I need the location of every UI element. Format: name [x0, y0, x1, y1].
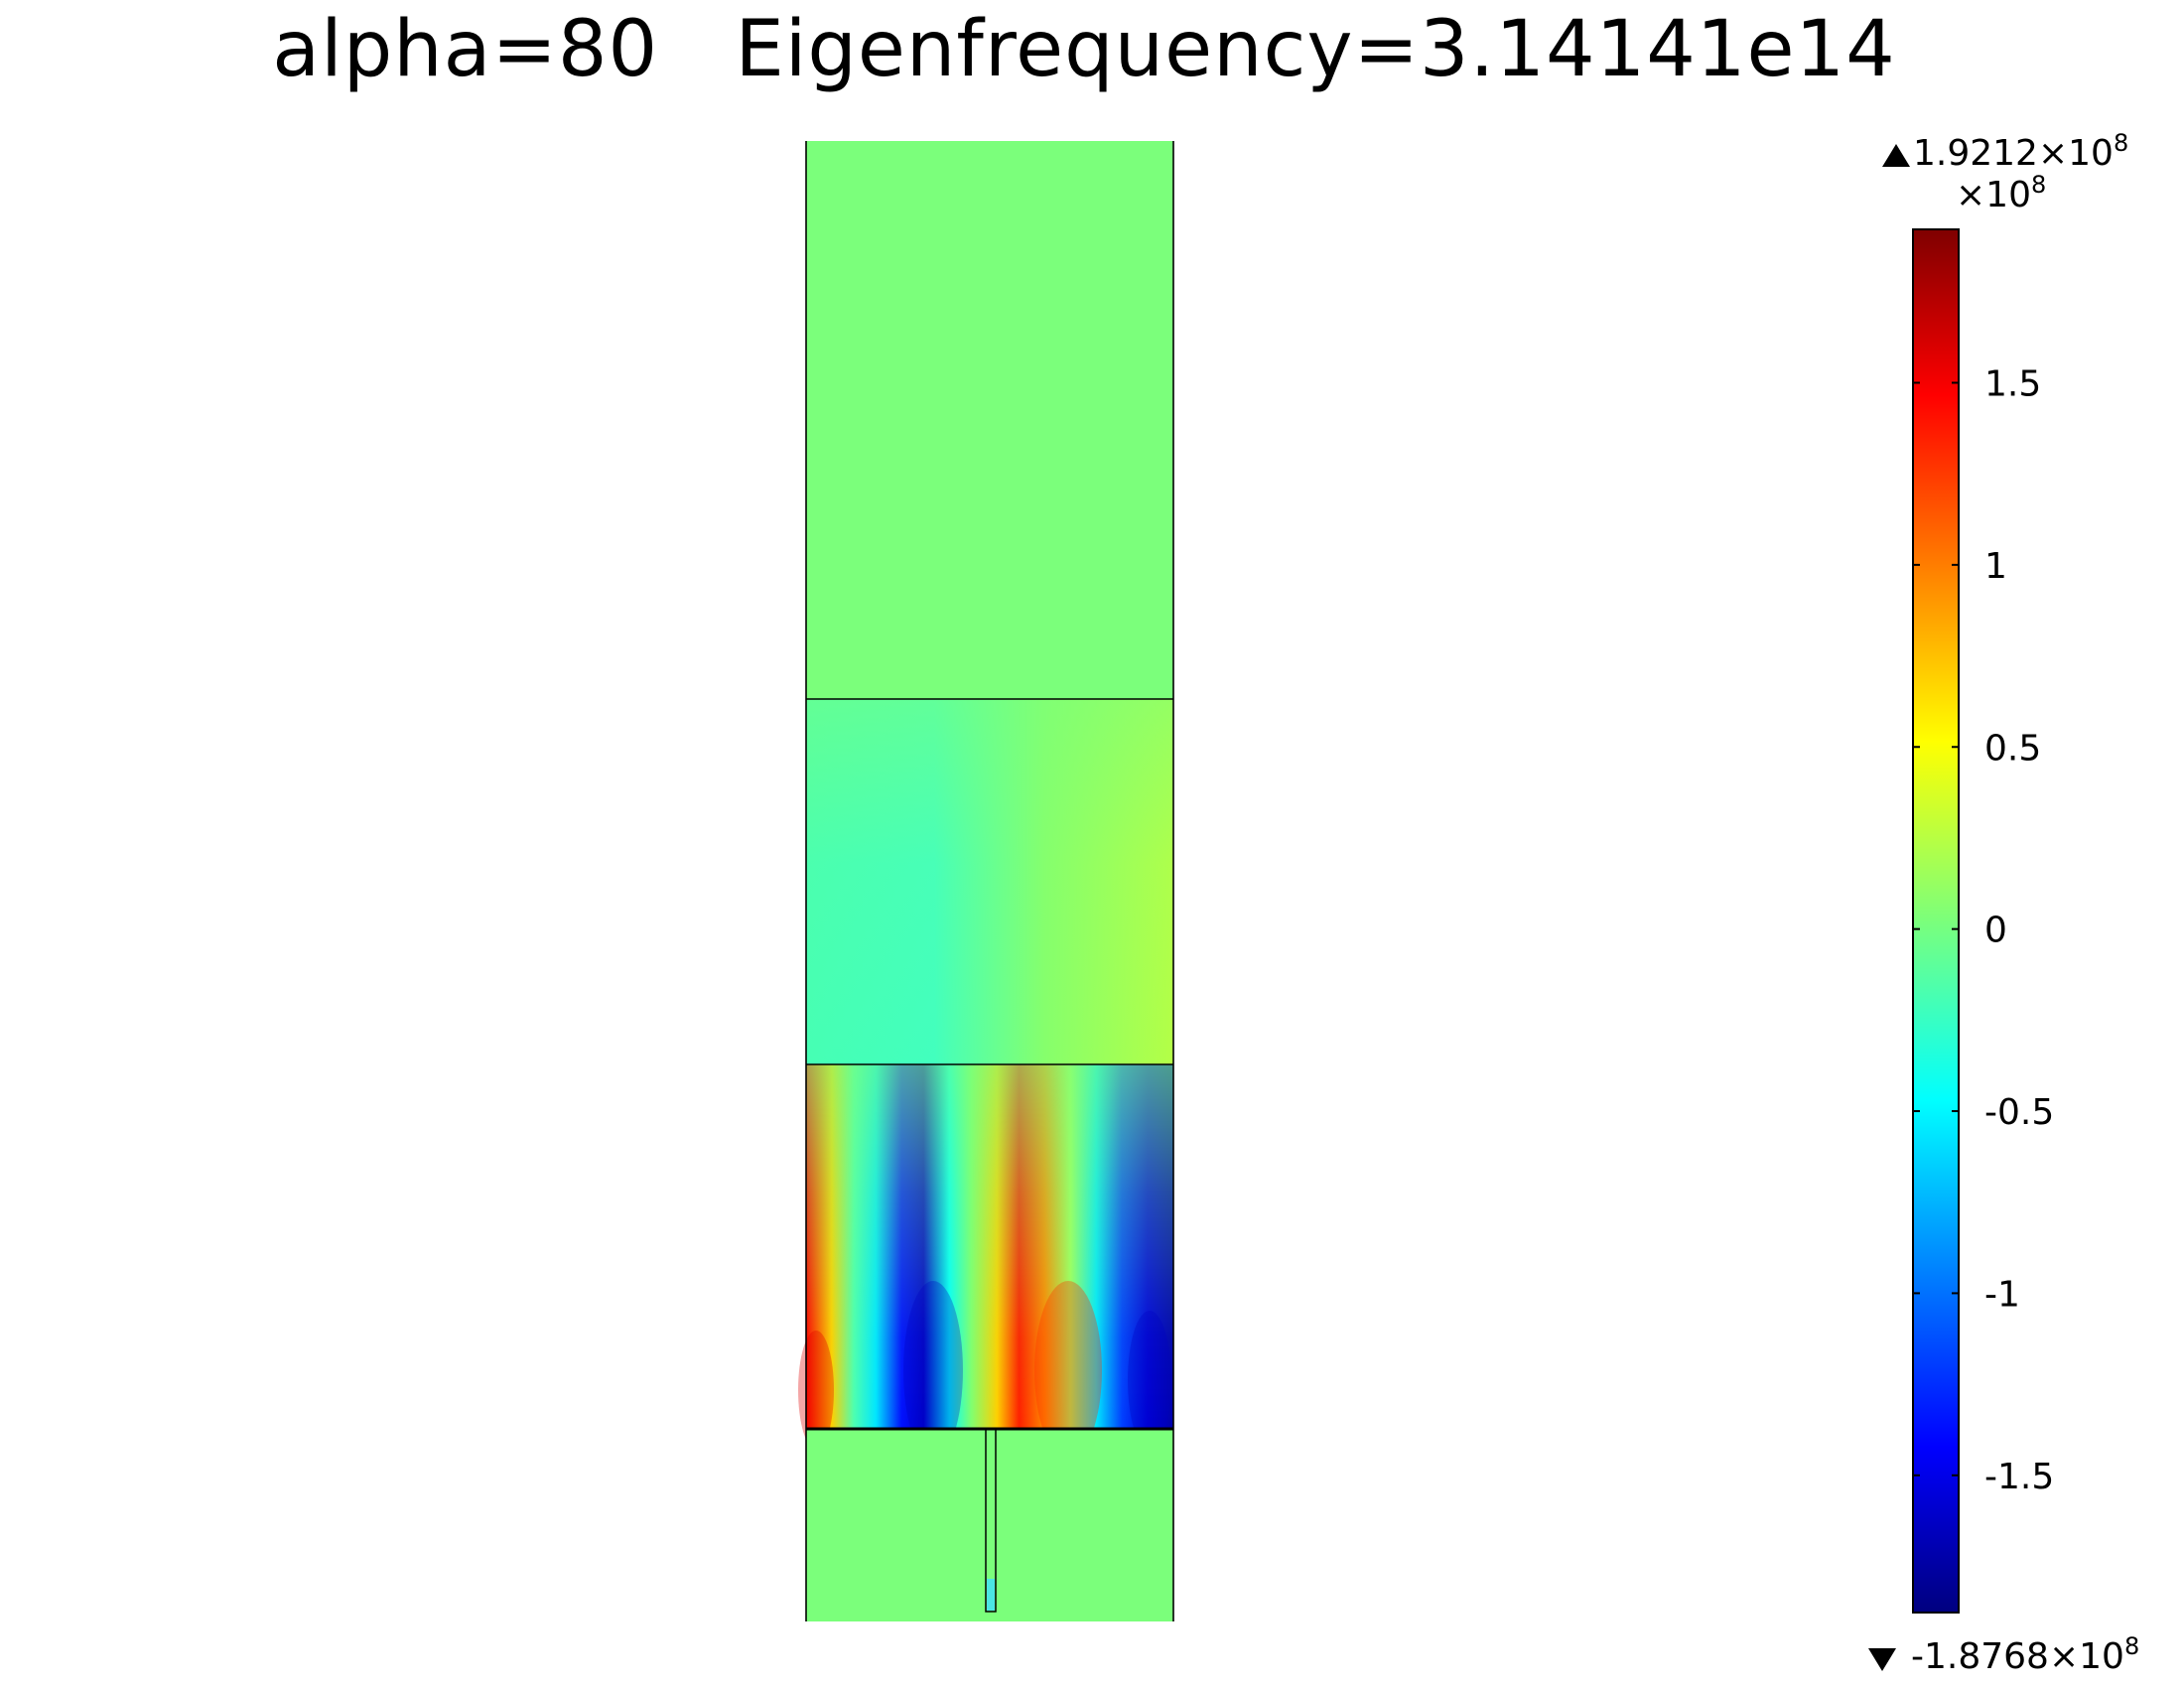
max-marker-icon — [1882, 144, 1910, 167]
domain-second — [806, 699, 1173, 1064]
plot-title: alpha=80 Eigenfrequency=3.14141e14 — [272, 5, 1896, 94]
colorbar-tick-label: 0.5 — [1984, 728, 2041, 769]
colorbar-ticks: 1.5 1 0.5 0 -0.5 -1 -1.5 — [1913, 363, 2054, 1497]
colorbar-max-label: 1.9212×108 — [1913, 129, 2128, 174]
min-marker-icon — [1868, 1648, 1896, 1671]
domain-top — [806, 141, 1173, 699]
colorbar-tick-label: -1 — [1984, 1274, 2020, 1315]
colorbar-tick-label: -0.5 — [1984, 1092, 2054, 1133]
colorbar-min-label: -1.8768×108 — [1911, 1632, 2139, 1677]
colorbar-gradient — [1912, 228, 1960, 1614]
colorbar-scale-label: ×108 — [1956, 171, 2046, 215]
domain-boundaries — [805, 141, 1174, 1621]
colorbar-tick-label: 0 — [1984, 911, 2007, 951]
colorbar-tick-label: 1 — [1984, 546, 2007, 587]
colorbar-tick-label: -1.5 — [1984, 1457, 2054, 1497]
domain-third — [798, 1064, 1173, 1460]
colorbar: 1.5 1 0.5 0 -0.5 -1 -1.5 1.9212×108 ×108 -1.87… — [1868, 129, 2139, 1677]
colorbar-tick-label: 1.5 — [1984, 363, 2041, 404]
